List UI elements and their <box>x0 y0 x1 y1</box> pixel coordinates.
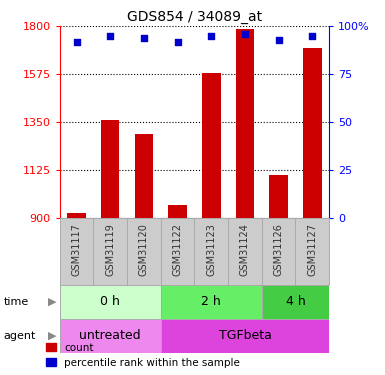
Text: GSM31119: GSM31119 <box>105 223 115 276</box>
Point <box>74 39 80 45</box>
FancyBboxPatch shape <box>161 217 194 285</box>
FancyBboxPatch shape <box>93 217 127 285</box>
Text: GSM31126: GSM31126 <box>274 223 284 276</box>
FancyBboxPatch shape <box>296 217 329 285</box>
Point <box>141 35 147 41</box>
FancyBboxPatch shape <box>194 217 228 285</box>
Bar <box>101 120 119 218</box>
FancyBboxPatch shape <box>262 285 329 319</box>
Point <box>107 33 113 39</box>
FancyBboxPatch shape <box>161 285 262 319</box>
Point <box>174 39 181 45</box>
FancyBboxPatch shape <box>60 319 161 352</box>
FancyBboxPatch shape <box>228 217 262 285</box>
Text: 4 h: 4 h <box>286 296 305 308</box>
Legend: count, percentile rank within the sample: count, percentile rank within the sample <box>46 343 240 368</box>
Point <box>309 33 315 39</box>
Text: 2 h: 2 h <box>201 296 221 308</box>
FancyBboxPatch shape <box>127 217 161 285</box>
FancyBboxPatch shape <box>60 217 93 285</box>
Bar <box>67 213 86 217</box>
FancyBboxPatch shape <box>60 285 161 319</box>
Bar <box>270 175 288 217</box>
Text: GSM31127: GSM31127 <box>307 223 317 276</box>
Point <box>276 37 282 43</box>
Text: GSM31117: GSM31117 <box>72 223 82 276</box>
Text: GSM31120: GSM31120 <box>139 223 149 276</box>
Text: 0 h: 0 h <box>100 296 120 308</box>
Bar <box>303 48 321 217</box>
Text: untreated: untreated <box>79 329 141 342</box>
Text: GSM31123: GSM31123 <box>206 223 216 276</box>
Text: time: time <box>4 297 29 307</box>
FancyBboxPatch shape <box>161 319 329 352</box>
Bar <box>202 73 221 217</box>
Text: TGFbeta: TGFbeta <box>219 329 271 342</box>
Text: GSM31122: GSM31122 <box>172 223 182 276</box>
Bar <box>236 30 254 218</box>
Title: GDS854 / 34089_at: GDS854 / 34089_at <box>127 10 262 24</box>
Point <box>208 33 214 39</box>
FancyBboxPatch shape <box>262 217 296 285</box>
Text: agent: agent <box>4 331 36 340</box>
Text: ▶: ▶ <box>48 297 56 307</box>
Bar <box>168 205 187 218</box>
Point <box>242 31 248 37</box>
Text: ▶: ▶ <box>48 331 56 340</box>
Text: GSM31124: GSM31124 <box>240 223 250 276</box>
Bar <box>135 134 153 218</box>
